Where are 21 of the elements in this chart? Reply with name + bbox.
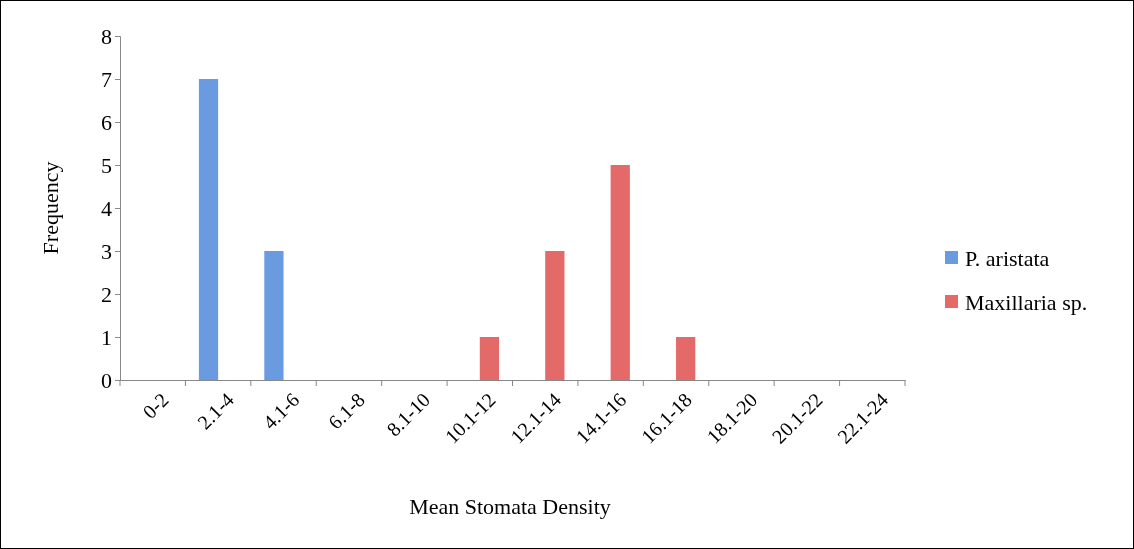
y-axis-title: Frequency: [38, 161, 63, 255]
bar: [198, 79, 219, 380]
y-tick-label: 1: [101, 324, 112, 350]
y-tick-label: 7: [101, 66, 112, 92]
bar: [264, 251, 284, 380]
y-tick-label: 0: [101, 367, 112, 393]
bar: [610, 165, 630, 380]
x-tick-label: 6.1-8: [323, 388, 369, 434]
y-tick-label: 6: [101, 109, 112, 135]
bar: [676, 337, 696, 380]
x-tick-label: 0-2: [138, 388, 173, 423]
legend-label: Maxillaria sp.: [965, 289, 1088, 315]
x-axis-title: Mean Stomata Density: [409, 494, 611, 519]
y-tick-label: 4: [101, 195, 112, 221]
y-tick-label: 3: [101, 238, 112, 264]
bar: [545, 251, 565, 380]
y-tick-label: 5: [101, 152, 112, 178]
y-tick-label: 2: [101, 281, 112, 307]
legend-label: P. aristata: [965, 245, 1050, 271]
y-tick-label: 8: [101, 23, 112, 49]
bar: [479, 337, 500, 380]
